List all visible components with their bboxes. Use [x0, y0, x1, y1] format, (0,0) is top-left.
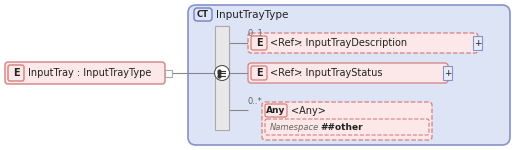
Text: <Ref>: <Ref> — [270, 68, 302, 78]
FancyBboxPatch shape — [248, 63, 448, 83]
Bar — [443, 66, 452, 80]
Text: Namespace: Namespace — [270, 123, 319, 132]
Text: 0..*: 0..* — [248, 96, 263, 105]
Circle shape — [215, 66, 230, 81]
Bar — [165, 70, 172, 77]
Text: CT: CT — [197, 10, 209, 19]
Bar — [215, 26, 229, 130]
FancyBboxPatch shape — [248, 33, 478, 53]
FancyBboxPatch shape — [251, 36, 267, 50]
FancyBboxPatch shape — [265, 119, 429, 135]
Bar — [473, 36, 482, 50]
Text: : InputTrayDescription: : InputTrayDescription — [296, 38, 407, 48]
FancyBboxPatch shape — [5, 62, 165, 84]
Text: +: + — [474, 39, 481, 48]
Text: E: E — [13, 68, 19, 78]
Text: <Any>: <Any> — [291, 105, 326, 116]
FancyBboxPatch shape — [8, 65, 24, 81]
FancyBboxPatch shape — [265, 104, 287, 117]
Text: ##other: ##other — [320, 123, 363, 132]
FancyBboxPatch shape — [194, 8, 212, 21]
FancyBboxPatch shape — [262, 102, 432, 140]
FancyBboxPatch shape — [251, 66, 267, 80]
Text: +: + — [444, 69, 452, 78]
Text: E: E — [256, 68, 262, 78]
Text: Any: Any — [266, 106, 286, 115]
Text: InputTrayType: InputTrayType — [216, 9, 288, 20]
Text: : InputTrayStatus: : InputTrayStatus — [296, 68, 382, 78]
Text: E: E — [256, 38, 262, 48]
Text: 0..1: 0..1 — [248, 30, 264, 39]
Text: InputTray : InputTrayType: InputTray : InputTrayType — [28, 68, 151, 78]
FancyBboxPatch shape — [188, 5, 510, 145]
Text: <Ref>: <Ref> — [270, 38, 302, 48]
